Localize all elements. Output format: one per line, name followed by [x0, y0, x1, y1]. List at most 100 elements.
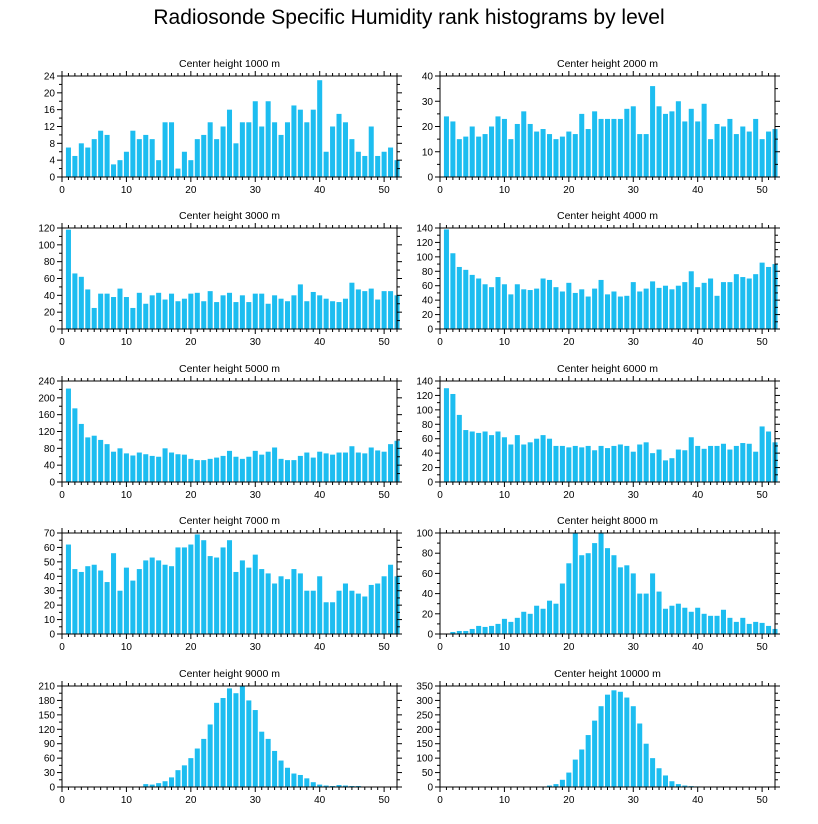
histogram-bar: [175, 770, 181, 787]
histogram-bar: [675, 101, 681, 177]
x-tick-label: 0: [437, 642, 443, 653]
x-tick-label: 30: [628, 185, 640, 196]
y-tick-label: 200: [416, 725, 433, 736]
histogram-bar: [362, 155, 368, 177]
y-tick-label: 60: [44, 274, 56, 285]
histogram-bar: [482, 134, 488, 177]
panel-title: Center height 2000 m: [557, 58, 658, 70]
histogram-bar: [463, 630, 469, 634]
histogram-bar: [585, 445, 591, 482]
panel-title: Center height 5000 m: [179, 363, 280, 375]
histogram-bar: [540, 129, 546, 177]
histogram-panel: Center height 10000 m 0 10 20 30 40 50 0 50 100 15…: [416, 668, 780, 806]
y-tick-label: 0: [49, 325, 55, 336]
histogram-bar: [759, 139, 765, 178]
histogram-bar: [188, 458, 194, 482]
histogram-bar: [630, 282, 636, 329]
histogram-bar: [662, 285, 668, 329]
histogram-bar: [304, 590, 310, 634]
histogram-bar: [727, 282, 733, 329]
histogram-bar: [85, 289, 91, 329]
histogram-bar: [720, 609, 726, 634]
histogram-bar: [617, 118, 623, 177]
histogram-bar: [720, 443, 726, 482]
histogram-bar: [207, 556, 213, 634]
histogram-bar: [291, 569, 297, 634]
histogram-bar: [252, 450, 258, 482]
histogram-bar: [766, 266, 772, 329]
histogram-bar: [456, 414, 462, 482]
histogram-bar: [592, 543, 598, 634]
panel-title: Center height 10000 m: [554, 668, 661, 680]
histogram-bar: [746, 131, 752, 177]
x-tick-label: 50: [379, 795, 391, 806]
histogram-bar: [727, 118, 733, 177]
histogram-bar: [72, 408, 78, 482]
y-tick-label: 300: [416, 696, 433, 707]
histogram-bar: [143, 134, 149, 177]
histogram-bar: [297, 109, 303, 177]
histogram-bar: [111, 553, 117, 634]
y-tick-label: 0: [427, 478, 433, 489]
y-tick-label: 20: [422, 463, 434, 474]
histogram-bar: [495, 277, 501, 329]
histogram-bar: [469, 431, 475, 482]
histogram-bar: [598, 706, 604, 787]
histogram-bar: [85, 566, 91, 634]
histogram-bar: [143, 454, 149, 482]
histogram-bar: [342, 452, 348, 482]
histogram-bar: [630, 451, 636, 482]
histogram-bar: [239, 295, 245, 329]
histogram-bar: [65, 229, 71, 329]
histogram-bar: [527, 442, 533, 482]
histogram-bar: [188, 544, 194, 634]
histogram-bar: [682, 121, 688, 177]
panel-title: Center height 8000 m: [557, 515, 658, 527]
histogram-bar: [547, 438, 553, 482]
y-tick-label: 0: [427, 325, 433, 336]
histogram-panel: Center height 5000 m 0 10 20 30 40 50 0 40 80 120 1…: [38, 363, 402, 501]
histogram-bar: [111, 164, 117, 178]
histogram-bar: [450, 393, 456, 482]
y-tick-label: 40: [422, 589, 434, 600]
histogram-bar: [675, 449, 681, 482]
histogram-bar: [65, 147, 71, 177]
y-tick-label: 120: [38, 725, 55, 736]
histogram-bar: [246, 456, 252, 482]
histogram-bar: [695, 607, 701, 634]
histogram-bar: [207, 291, 213, 330]
y-tick-label: 40: [44, 572, 56, 583]
histogram-bar: [98, 130, 104, 177]
histogram-bar: [604, 294, 611, 329]
y-tick-label: 100: [416, 405, 433, 416]
histogram-bar: [291, 773, 297, 787]
histogram-bar: [349, 282, 355, 329]
y-tick-label: 250: [416, 710, 433, 721]
histogram-bar: [469, 126, 475, 177]
x-tick-label: 40: [692, 642, 704, 653]
histogram-bar: [355, 452, 361, 482]
histogram-bar: [682, 450, 688, 482]
histogram-bar: [194, 748, 200, 787]
histogram-bar: [476, 278, 482, 329]
histogram-bar: [701, 448, 707, 482]
histogram-bar: [342, 583, 348, 634]
y-tick-label: 0: [49, 783, 55, 794]
y-tick-label: 200: [38, 393, 55, 404]
histogram-bar: [310, 457, 316, 482]
histogram-bar: [323, 453, 329, 482]
histogram-bar: [650, 86, 656, 177]
histogram-bar: [143, 784, 149, 787]
y-tick-label: 20: [44, 601, 56, 612]
histogram-bar: [136, 452, 142, 482]
histogram-bar: [220, 126, 226, 177]
histogram-bar: [375, 155, 381, 177]
x-tick-label: 40: [314, 795, 326, 806]
y-tick-label: 100: [416, 252, 433, 263]
histogram-bar: [611, 291, 617, 329]
histogram-bar: [149, 295, 155, 329]
histogram-bar: [688, 271, 694, 329]
histogram-bar: [78, 143, 84, 177]
x-tick-label: 30: [628, 337, 640, 348]
histogram-panel: Center height 2000 m 0 10 20 30 40 50 0 10 20 30 40: [422, 58, 780, 196]
